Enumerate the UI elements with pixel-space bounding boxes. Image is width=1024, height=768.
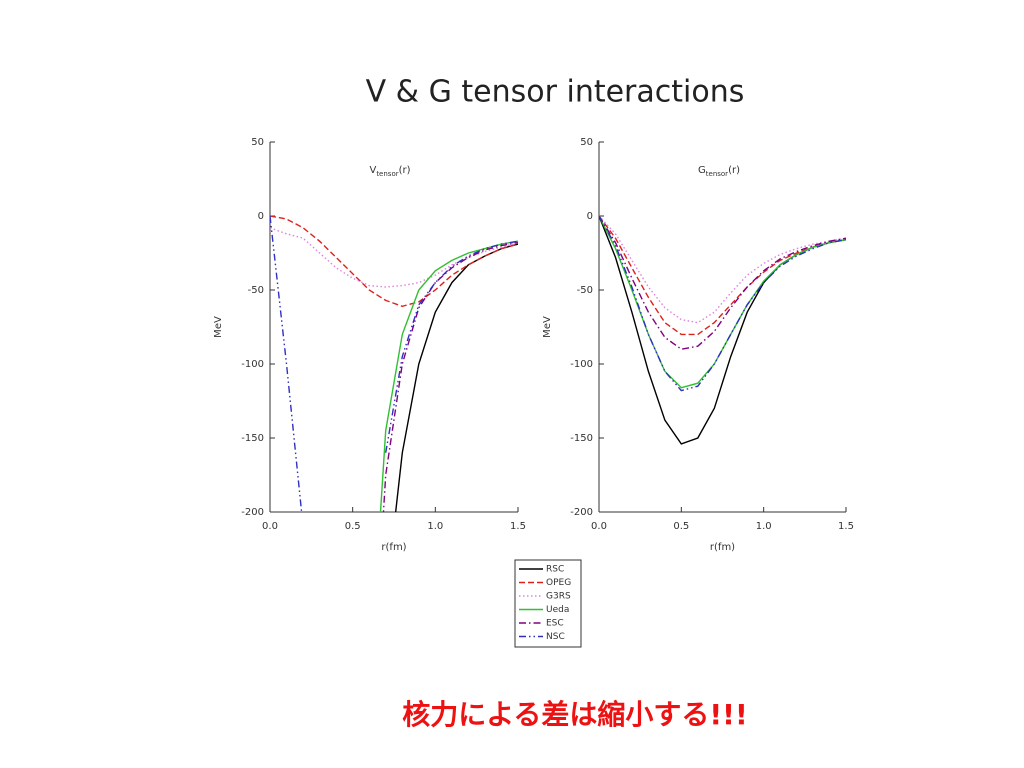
x-tick-label: 1.5	[838, 521, 854, 532]
y-tick-label: 0	[587, 211, 593, 222]
legend-label: ESC	[546, 619, 564, 629]
x-tick-label: 0.5	[345, 521, 361, 532]
plot-title-part: V	[369, 165, 376, 176]
x-tick-label: 0.0	[262, 521, 278, 532]
legend-label: RSC	[546, 565, 564, 575]
y-tick-label: -150	[570, 433, 593, 444]
plot-lines	[599, 215, 846, 445]
x-tick-label: 1.5	[510, 521, 526, 532]
series-line	[270, 215, 518, 308]
plot-title-part: (r)	[728, 165, 740, 176]
legend-label: NSC	[546, 632, 565, 642]
series-line	[599, 215, 846, 324]
y-tick-label: 50	[580, 137, 593, 148]
series-line	[379, 240, 518, 512]
plot-title-part: tensor	[376, 170, 398, 178]
series-line	[270, 215, 518, 512]
legend-label: Ueda	[546, 605, 569, 615]
legend-label: OPEG	[546, 578, 571, 588]
x-axis-label: r(fm)	[381, 542, 406, 553]
x-tick-label: 0.0	[591, 521, 607, 532]
plot-title: Gtensor(r)	[698, 165, 740, 178]
y-tick-label: -100	[570, 359, 593, 370]
legend-box	[514, 559, 582, 648]
plot-title-part: tensor	[706, 170, 728, 178]
series-line	[599, 215, 846, 392]
plot-title: Vtensor(r)	[369, 165, 410, 178]
y-tick-label: -150	[241, 433, 264, 444]
y-axis-label: MeV	[213, 316, 224, 338]
y-tick-label: -200	[570, 507, 593, 518]
y-tick-label: -200	[241, 507, 264, 518]
plot-title-part: (r)	[399, 165, 411, 176]
y-axis-label: MeV	[542, 316, 553, 338]
y-tick-label: 0	[258, 211, 264, 222]
slide-title: V & G tensor interactions	[366, 75, 745, 110]
y-tick-label: -50	[577, 285, 593, 296]
legend-label: G3RS	[546, 592, 571, 602]
y-tick-label: -100	[241, 359, 264, 370]
series-line	[382, 241, 518, 512]
plot-title-part: G	[698, 165, 706, 176]
x-tick-label: 1.0	[756, 521, 772, 532]
x-tick-label: 1.0	[427, 521, 443, 532]
series-line	[599, 215, 846, 389]
series-line	[599, 215, 846, 336]
note: 核力による差は縮小する!!!	[402, 698, 747, 731]
y-tick-label: -50	[248, 285, 264, 296]
x-axis-label: r(fm)	[710, 542, 735, 553]
series-line	[599, 215, 846, 350]
x-tick-label: 0.5	[673, 521, 689, 532]
plot-lines	[270, 215, 518, 512]
y-tick-label: 50	[251, 137, 264, 148]
